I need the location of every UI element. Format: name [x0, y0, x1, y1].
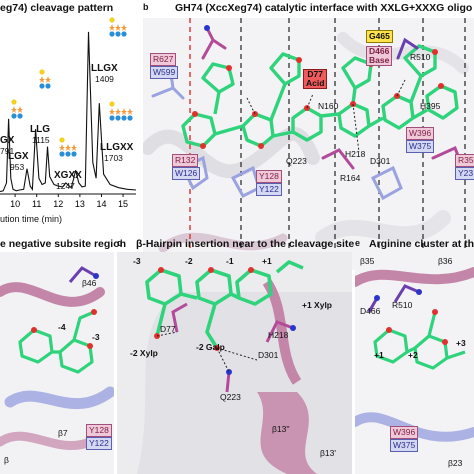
residue-w396: W396 — [406, 127, 435, 140]
beta13-double-prime: β13'' — [272, 424, 290, 434]
beta46-label: β46 — [82, 278, 97, 288]
panel-d — [117, 252, 352, 474]
chromatogram-plot: 10 11 12 13 14 15 — [0, 17, 137, 209]
beta35-label: β35 — [360, 256, 375, 266]
peak-value-lgx: 953 — [10, 162, 25, 172]
residue-r510-e: R510 — [392, 300, 413, 310]
residue-r510: R510 — [410, 52, 431, 62]
x-tick-label: 12 — [53, 199, 63, 209]
residue-d77-d: D77 — [160, 324, 176, 334]
chromatogram-trace — [0, 31, 137, 193]
residue-r164: R164 — [340, 173, 361, 183]
beta13-prime: β13' — [320, 448, 336, 458]
subsite-plus2-e: +2 — [408, 350, 418, 360]
residue-r132: R132 — [172, 154, 199, 167]
minus2-xylp-label: -2 Xylp — [130, 348, 158, 358]
residue-q223-d: Q223 — [220, 392, 241, 402]
glycan-xgxx-icon — [59, 137, 77, 157]
subsite-minus2-d: -2 — [185, 256, 193, 266]
x-tick-label: 13 — [75, 199, 85, 209]
residue-d77-note: Acid — [306, 78, 325, 88]
peak-value-gx: 791 — [0, 146, 15, 156]
subsite-plus1-d: +1 — [262, 256, 272, 266]
x-tick-label: 10 — [10, 199, 20, 209]
residue-y128: Y128 — [256, 170, 282, 183]
residue-y128-c: Y128 — [86, 424, 112, 437]
subsite-plus3-e: +3 — [456, 338, 466, 348]
residue-r627: R627 — [150, 53, 177, 66]
plus1-xylp-label: +1 Xylp — [302, 300, 333, 310]
subsite-plus1-e: +1 — [374, 350, 384, 360]
residue-d301: D301 — [370, 156, 391, 166]
residue-d77: D77 Acid — [303, 69, 328, 89]
x-tick-label: 11 — [32, 199, 41, 209]
peak-label-lgx: LGX — [8, 151, 29, 162]
residue-q223: Q223 — [286, 156, 307, 166]
beta23-label: β23 — [448, 458, 463, 468]
panel-d-structure — [137, 260, 352, 474]
glycan-llgx-icon — [109, 17, 127, 37]
panel-c-title: e negative subsite region — [0, 238, 127, 250]
subsite-minus3-d: -3 — [133, 256, 141, 266]
residue-w396-e: W396 — [390, 426, 419, 439]
peak-value-llgxx: 1703 — [104, 153, 123, 163]
panel-a-title: eg74) cleavage pattern — [0, 2, 114, 14]
glycan-gx-icon — [11, 99, 23, 119]
peak-label-llgxx: LLGXX — [100, 142, 134, 153]
residue-d77-id: D77 — [307, 69, 323, 79]
peak-label-llgx: LLGX — [91, 63, 118, 74]
x-tick-label: 15 — [118, 199, 128, 209]
glycan-llgxx-icon — [109, 101, 133, 121]
peak-value-llgx: 1409 — [95, 74, 114, 84]
residue-d301-d: D301 — [258, 350, 279, 360]
residue-g465: G465 — [366, 30, 393, 43]
peak-label-gx: GX — [0, 135, 15, 146]
residue-y122: Y122 — [256, 183, 282, 196]
panel-d-title: β-Hairpin insertion near to the cleavage… — [136, 238, 355, 250]
subsite-minus1-d: -1 — [226, 256, 234, 266]
panel-b-title: GH74 (XccXeg74) catalytic interface with… — [175, 2, 473, 14]
panel-d-label: d — [117, 238, 123, 248]
beta-label-c: β — [4, 455, 9, 465]
beta36-label: β36 — [438, 256, 453, 266]
peak-value-xgxx: 1247 — [56, 181, 75, 191]
minus2-galp-label: -2 Galp — [196, 342, 225, 352]
residue-d466-e: D466 — [360, 306, 381, 316]
peak-value-llg: 1115 — [32, 135, 50, 145]
residue-d466-id: D466 — [369, 46, 390, 56]
glycan-llg-icon — [39, 69, 51, 89]
residue-w599: W599 — [150, 66, 179, 79]
residue-w375-e: W375 — [390, 439, 419, 452]
peak-label-llg: LLG — [30, 124, 50, 135]
x-tick-label: 14 — [96, 199, 106, 209]
residue-h218: H218 — [345, 149, 366, 159]
panel-b-structure — [143, 18, 469, 258]
panel-b-label: b — [143, 2, 149, 12]
x-axis-title: ution time (min) — [0, 214, 63, 224]
residue-y122-c: Y122 — [86, 437, 112, 450]
beta7-label: β7 — [58, 428, 68, 438]
panel-e-label: e — [355, 238, 361, 248]
residue-h218-d: H218 — [268, 330, 289, 340]
residue-h395: H395 — [420, 101, 441, 111]
peak-label-xgxx: XGXX — [54, 170, 82, 181]
residue-r35: R35 — [455, 154, 474, 167]
residue-w126: W126 — [172, 167, 201, 180]
subsite-minus4-c: -4 — [58, 322, 66, 332]
residue-n160: N160 — [318, 101, 339, 111]
panel-e-title: Arginine cluster at the — [369, 238, 474, 250]
panel-a: 10 11 12 13 14 15 — [0, 16, 140, 216]
residue-w375: W375 — [406, 140, 435, 153]
subsite-minus3-c: -3 — [92, 332, 100, 342]
residue-d466-note: Base — [369, 55, 390, 65]
residue-d466: D466 Base — [366, 46, 393, 66]
residue-y23: Y23 — [455, 167, 474, 180]
